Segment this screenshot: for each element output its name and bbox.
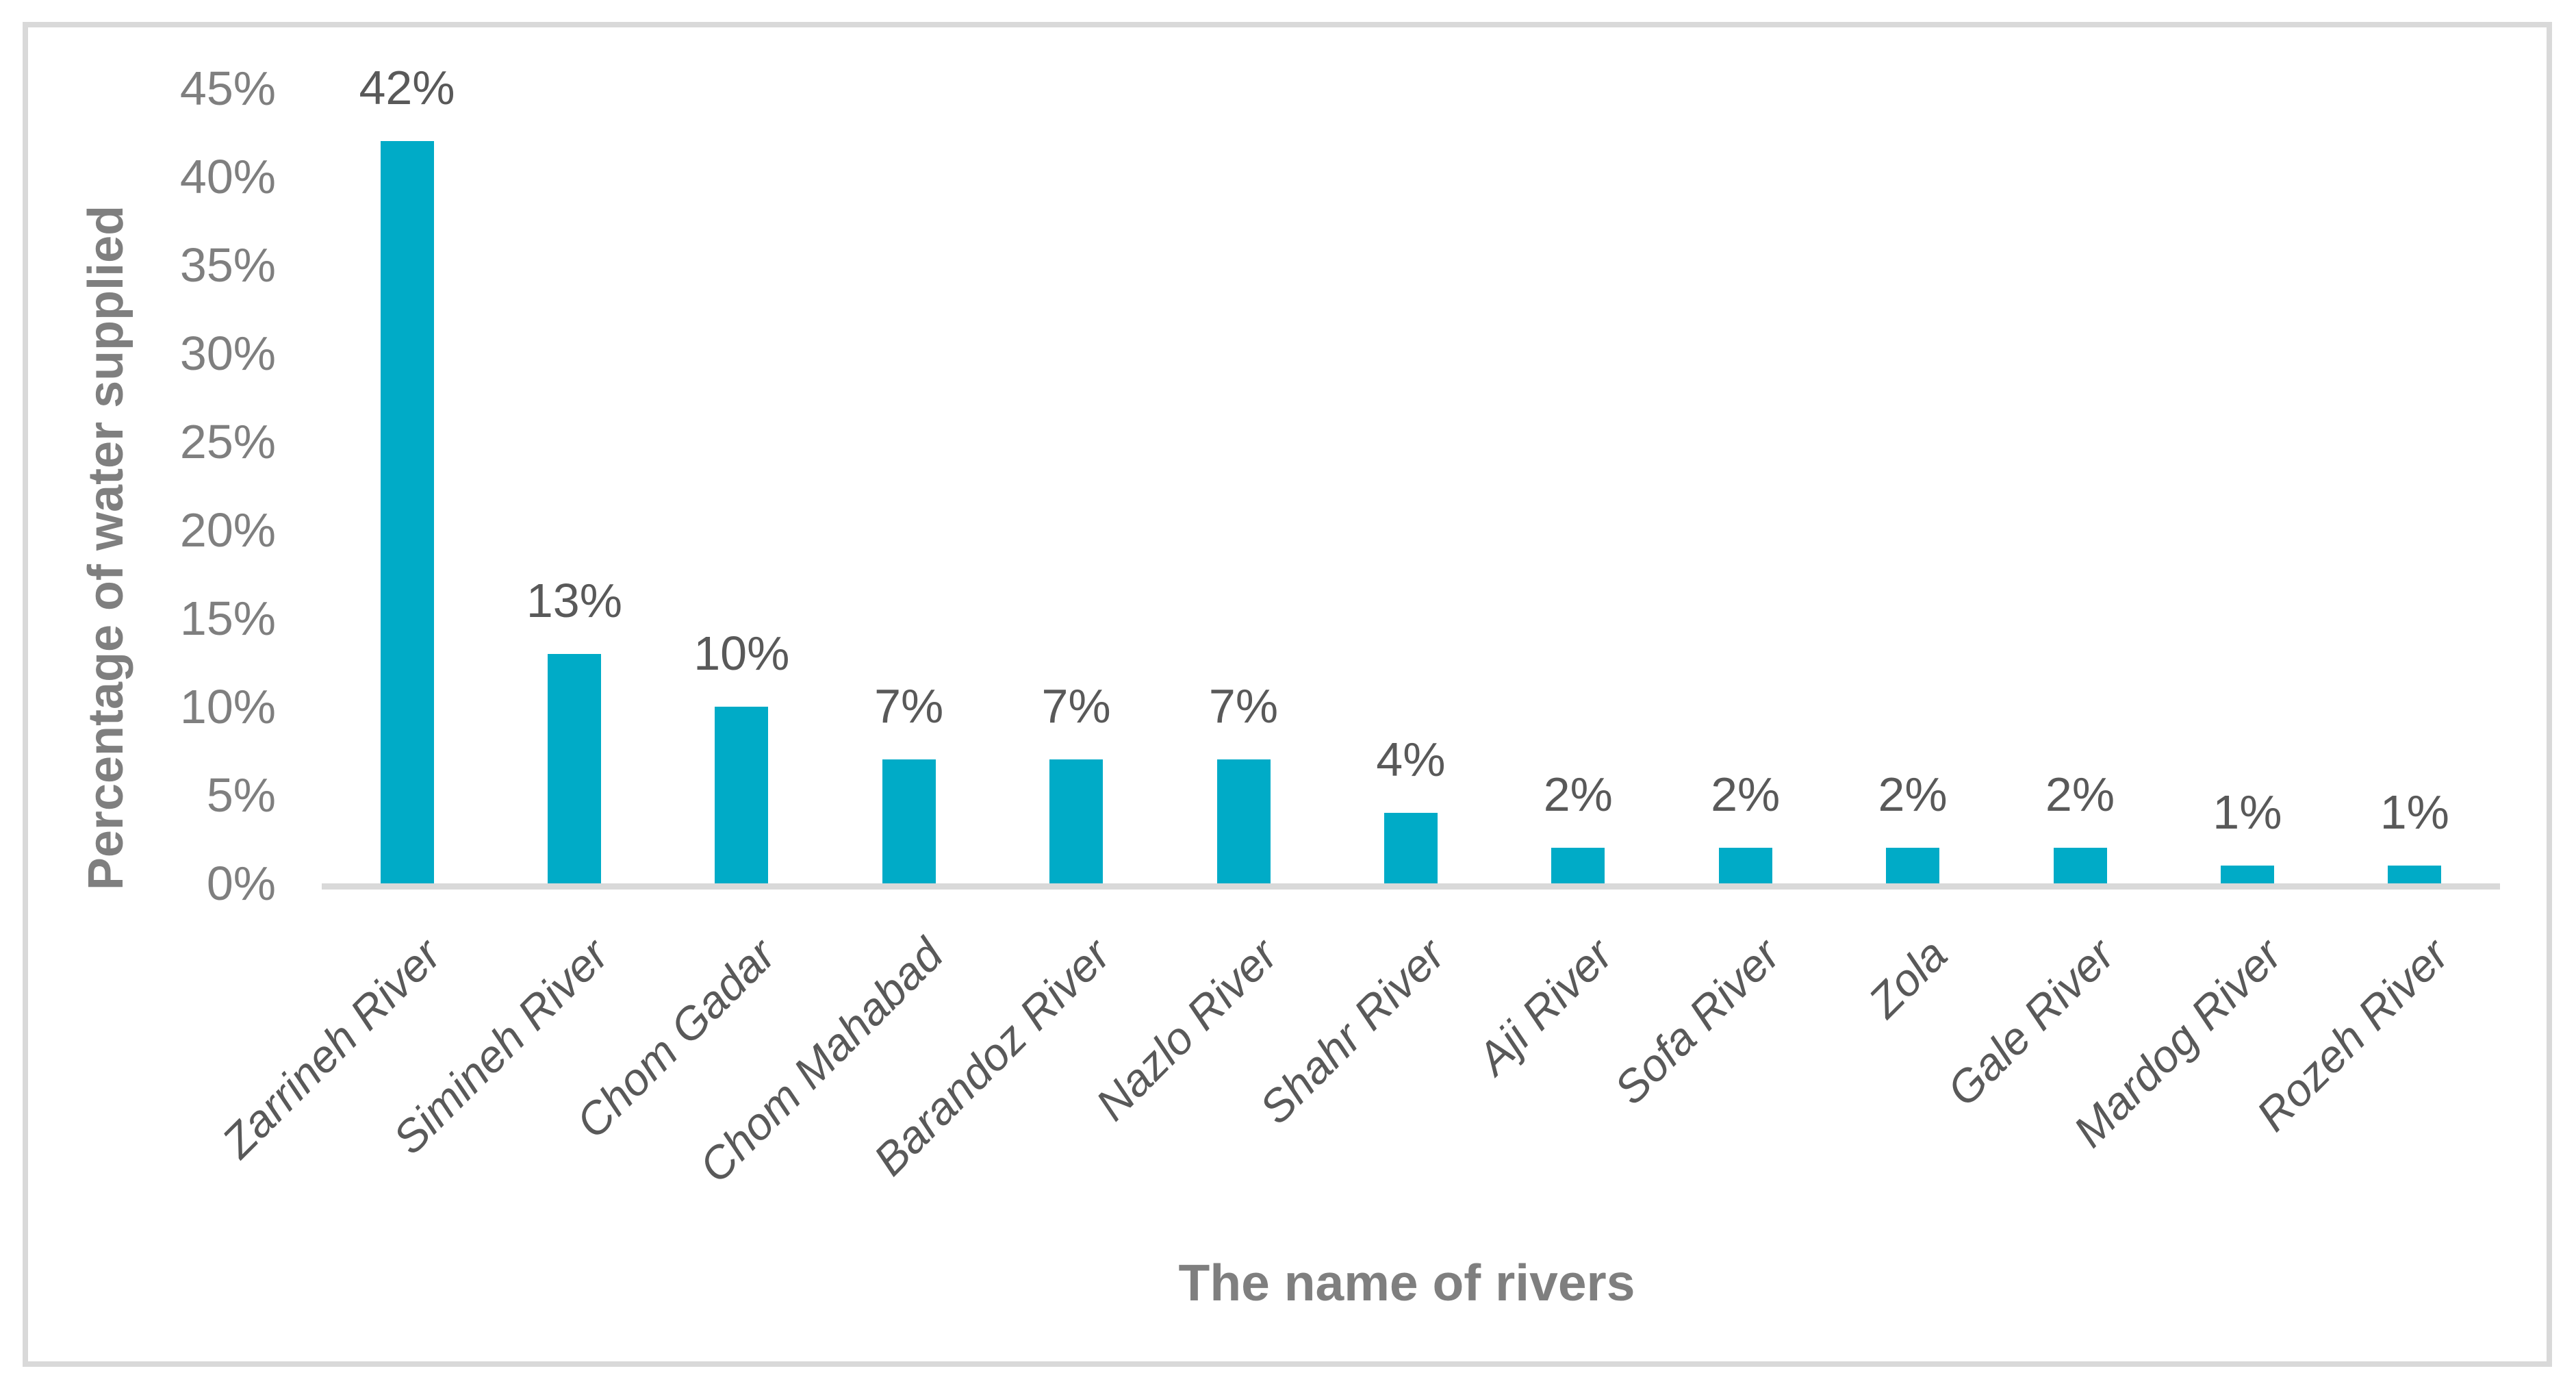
bar — [715, 707, 769, 883]
x-axis-title: The name of rivers — [1178, 1254, 1635, 1311]
bar — [1886, 848, 1940, 883]
bar-value-label: 2% — [1878, 768, 1948, 822]
bar-value-label: 4% — [1376, 732, 1446, 786]
bar-value-label: 1% — [2212, 785, 2282, 840]
bar-value-label: 10% — [693, 627, 790, 680]
bar — [2053, 848, 2107, 883]
bar — [1718, 848, 1772, 883]
bar — [1049, 759, 1104, 883]
bar-value-label: 7% — [1208, 679, 1279, 733]
bar-value-label: 13% — [526, 573, 622, 627]
y-tick-label: 10% — [179, 680, 276, 733]
x-axis-line — [322, 883, 2500, 890]
bar-value-label: 7% — [1041, 679, 1111, 733]
bar-value-label: 2% — [2045, 768, 2115, 822]
y-tick-label: 25% — [179, 415, 276, 468]
y-tick-label: 35% — [179, 238, 276, 292]
y-tick-label: 45% — [179, 62, 276, 115]
bar — [882, 759, 936, 883]
bar-value-label: 1% — [2380, 785, 2449, 840]
bar — [380, 141, 434, 883]
bar-value-label: 7% — [874, 679, 944, 733]
y-tick-label: 40% — [179, 150, 276, 203]
bar — [2220, 866, 2274, 883]
y-tick-label: 15% — [179, 592, 276, 645]
bar-value-label: 42% — [359, 61, 455, 115]
bar-value-label: 2% — [1543, 768, 1613, 822]
y-tick-label: 30% — [179, 327, 276, 380]
bar — [1216, 759, 1271, 883]
bar-value-label: 2% — [1711, 768, 1781, 822]
y-tick-label: 20% — [179, 503, 276, 557]
bar — [1551, 848, 1605, 883]
chart-frame — [23, 22, 2552, 1367]
y-tick-label: 0% — [206, 857, 276, 910]
y-tick-label: 5% — [206, 768, 276, 822]
bar — [547, 653, 601, 883]
bar — [2388, 866, 2442, 883]
bar — [1383, 812, 1438, 883]
